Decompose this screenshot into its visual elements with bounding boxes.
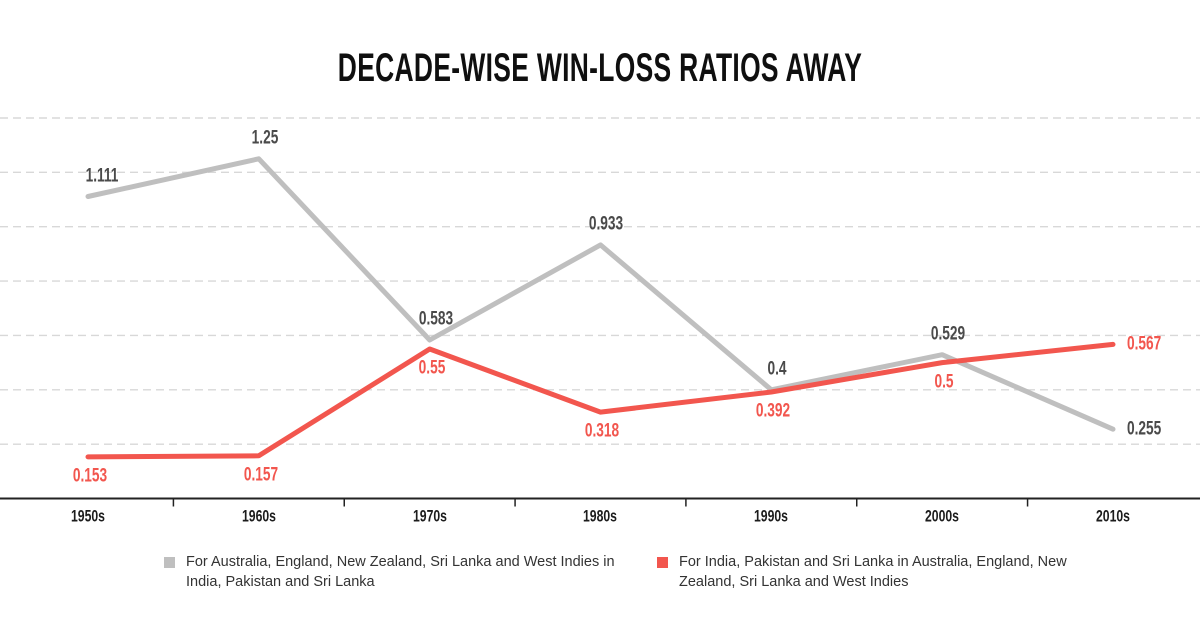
series-line-0	[85, 156, 1116, 432]
legend-label: For India, Pakistan and Sri Lanka in Aus…	[679, 554, 1067, 590]
legend-item-subcontinent-teams: For India, Pakistan and Sri Lanka in Aus…	[657, 553, 1087, 592]
legend-swatch-gray	[164, 557, 175, 568]
series-line-1	[85, 341, 1116, 460]
legend-swatch-red	[657, 557, 668, 568]
legend-label: For Australia, England, New Zealand, Sri…	[186, 554, 615, 590]
chart-title: DECADE-WISE WIN-LOSS RATIOS AWAY	[337, 46, 863, 90]
legend-item-away-teams: For Australia, England, New Zealand, Sri…	[164, 553, 634, 592]
